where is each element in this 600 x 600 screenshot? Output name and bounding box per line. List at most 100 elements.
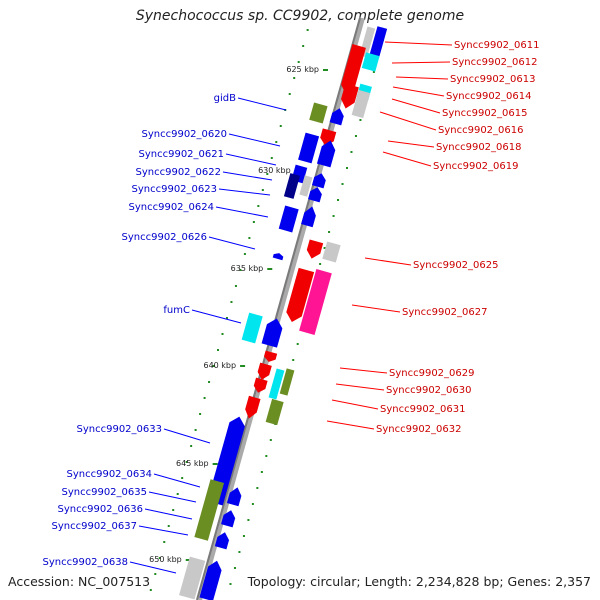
gene-shape <box>301 206 316 228</box>
guide-dot <box>279 125 282 127</box>
leader-line <box>335 383 385 391</box>
gene-shape <box>299 269 332 335</box>
gene-feature <box>308 187 322 203</box>
guide-dot <box>229 583 232 585</box>
gene-feature <box>316 140 336 168</box>
gene-feature <box>341 44 366 95</box>
gene-shape <box>341 44 366 95</box>
gene-feature <box>306 239 324 259</box>
gene-shape <box>179 556 206 600</box>
guide-dot <box>238 551 241 553</box>
guide-dot <box>212 365 215 367</box>
leader-line <box>222 171 273 181</box>
leader-line <box>331 399 379 410</box>
guide-dot <box>239 269 242 271</box>
gene-shape <box>306 239 324 259</box>
leader-line <box>391 61 451 64</box>
gene-feature <box>214 532 230 550</box>
gene-shape <box>221 510 236 528</box>
gene-labels: Syncc9902_0611 Syncc9902_0612 Syncc9902_06… <box>43 40 540 568</box>
gene-label-left: gidB <box>214 93 236 104</box>
gene-feature <box>279 368 295 396</box>
gene-feature <box>257 362 272 380</box>
gene-label-right: Syncc9902_0615 <box>442 108 528 119</box>
gene-feature <box>221 510 236 528</box>
guide-dot <box>270 157 273 159</box>
guide-dot <box>185 461 188 463</box>
tick-label: 635 kbp <box>231 264 264 273</box>
guide-dot <box>359 119 362 121</box>
leader-line <box>384 41 453 46</box>
gene-feature <box>299 269 332 335</box>
guide-dot <box>350 151 353 153</box>
gene-shape <box>369 26 388 58</box>
leader-line <box>129 561 177 574</box>
gene-label-right: Syncc9902_0629 <box>389 368 475 379</box>
gene-feature <box>253 377 268 393</box>
gene-shape <box>279 368 295 396</box>
gene-feature <box>311 173 326 189</box>
guide-dot <box>296 343 299 345</box>
gene-label-right: Syncc9902_0619 <box>433 161 519 172</box>
gene-label-left: Syncc9902_0638 <box>43 557 129 568</box>
guide-dot <box>354 135 357 137</box>
gene-feature <box>369 26 388 58</box>
gene-feature <box>179 556 206 600</box>
tick-mark <box>185 559 191 561</box>
guide-dot <box>243 253 246 255</box>
gene-label-left: Syncc9902_0633 <box>77 424 163 435</box>
gene-label-left: Syncc9902_0623 <box>132 184 218 195</box>
gene-feature <box>298 132 320 164</box>
leader-line <box>351 304 401 313</box>
gene-feature <box>245 395 261 419</box>
leader-line <box>391 98 441 114</box>
guide-dot <box>242 535 245 537</box>
tick-label: 630 kbp <box>258 166 291 175</box>
guide-dot <box>248 237 251 239</box>
guide-dot <box>230 301 233 303</box>
gene-feature <box>351 89 371 119</box>
accession-text: Accession: NC_007513 <box>8 574 151 589</box>
tick-mark <box>322 69 328 71</box>
genome-title: Synechococcus sp. CC9902, complete genom… <box>135 8 465 24</box>
guide-dot <box>319 263 322 265</box>
leader-line <box>379 111 437 131</box>
leader-line <box>218 188 271 196</box>
guide-dot <box>194 429 197 431</box>
leader-line <box>228 133 281 147</box>
tick-label: 640 kbp <box>203 361 236 370</box>
gene-label-left: fumC <box>163 305 190 316</box>
gene-label-right: Syncc9902_0632 <box>376 424 462 435</box>
backbone <box>196 17 365 600</box>
guide-dot <box>154 573 157 575</box>
gene-feature <box>264 350 278 362</box>
leader-line <box>144 508 193 520</box>
gene-feature <box>320 128 337 146</box>
guide-dot <box>158 557 161 559</box>
gene-shape <box>272 253 284 261</box>
gene-shape <box>261 318 283 348</box>
leader-line <box>225 153 277 166</box>
guide-dot <box>297 61 300 63</box>
guide-dot <box>261 189 264 191</box>
leader-line <box>382 151 432 167</box>
gene-shape <box>265 398 284 426</box>
gene-label-right: Syncc9902_0630 <box>386 385 472 396</box>
gene-label-left: Syncc9902_0636 <box>58 504 144 515</box>
guide-dot <box>233 567 236 569</box>
gene-shape <box>351 89 371 119</box>
guide-dot <box>247 519 250 521</box>
leader-line <box>148 491 197 503</box>
gene-shape <box>245 395 261 419</box>
gene-feature <box>322 241 341 263</box>
gene-label-right: Syncc9902_0631 <box>380 404 466 415</box>
gene-shape <box>241 312 263 344</box>
guide-dot <box>372 71 375 73</box>
gene-shape <box>199 560 222 600</box>
gene-label-right: Syncc9902_0616 <box>438 125 524 136</box>
guide-dot <box>190 445 193 447</box>
guide-dot <box>221 333 224 335</box>
leader-line <box>387 140 435 148</box>
guide-dot <box>256 487 259 489</box>
